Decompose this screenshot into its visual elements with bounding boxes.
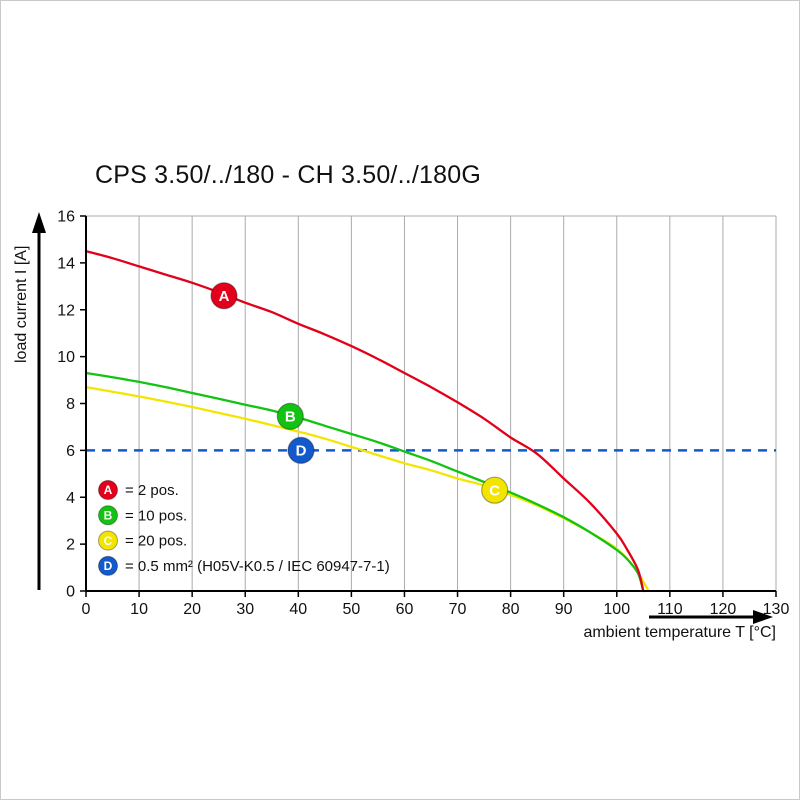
x-tick-label: 40 bbox=[289, 601, 307, 618]
curve-marker-b bbox=[276, 402, 304, 430]
legend-marker-letter-a: A bbox=[104, 483, 113, 497]
legend-label-c: = 20 pos. bbox=[125, 533, 187, 550]
x-tick-label: 20 bbox=[183, 601, 201, 618]
reference-marker-d-letter: D bbox=[296, 443, 307, 460]
x-tick-label: 110 bbox=[657, 601, 683, 618]
y-tick-label: 4 bbox=[66, 490, 75, 507]
y-tick-label: 2 bbox=[66, 537, 75, 554]
curve-marker-b-letter: B bbox=[285, 409, 296, 426]
reference-marker-d bbox=[287, 436, 315, 464]
legend-marker-letter-b: B bbox=[104, 509, 113, 523]
legend-marker-c bbox=[98, 530, 118, 551]
y-tick-label: 14 bbox=[57, 255, 75, 272]
legend-label-d: = 0.5 mm² (H05V-K0.5 / IEC 60947-7-1) bbox=[125, 558, 390, 575]
legend-marker-letter-c: C bbox=[104, 534, 113, 548]
legend-marker-d bbox=[98, 555, 118, 576]
y-tick-label: 0 bbox=[66, 584, 75, 601]
curve-marker-a bbox=[210, 282, 238, 310]
curve-marker-c-letter: C bbox=[489, 482, 500, 499]
y-tick-label: 6 bbox=[66, 443, 75, 460]
curve-a bbox=[84, 250, 645, 593]
x-tick-label: 10 bbox=[130, 601, 148, 618]
curve-marker-a-letter: A bbox=[219, 288, 230, 305]
y-tick-label: 12 bbox=[57, 302, 75, 319]
legend-label-a: = 2 pos. bbox=[125, 482, 179, 499]
y-tick-label: 10 bbox=[57, 349, 75, 366]
x-tick-label: 60 bbox=[396, 601, 414, 618]
y-axis-arrow-head bbox=[32, 212, 46, 233]
y-tick-label: 8 bbox=[66, 396, 75, 413]
chart-title: CPS 3.50/../180 - CH 3.50/../180G bbox=[95, 161, 481, 189]
curve-marker-c bbox=[481, 476, 509, 504]
y-tick-label: 16 bbox=[57, 209, 75, 226]
x-tick-label: 100 bbox=[603, 601, 630, 618]
x-tick-label: 30 bbox=[236, 601, 254, 618]
x-tick-label: 130 bbox=[763, 601, 790, 618]
x-tick-label: 0 bbox=[82, 601, 91, 618]
x-tick-label: 120 bbox=[710, 601, 737, 618]
x-tick-label: 90 bbox=[555, 601, 573, 618]
legend-label-b: = 10 pos. bbox=[125, 507, 187, 524]
x-tick-label: 80 bbox=[502, 601, 520, 618]
legend-marker-b bbox=[98, 505, 118, 526]
legend-marker-letter-d: D bbox=[104, 559, 113, 573]
x-axis-arrow-head bbox=[753, 610, 773, 624]
x-tick-label: 50 bbox=[342, 601, 360, 618]
curve-b bbox=[84, 371, 645, 593]
x-axis-label: ambient temperature T [°C] bbox=[583, 624, 776, 641]
x-tick-label: 70 bbox=[449, 601, 467, 618]
legend-marker-a bbox=[98, 480, 118, 500]
